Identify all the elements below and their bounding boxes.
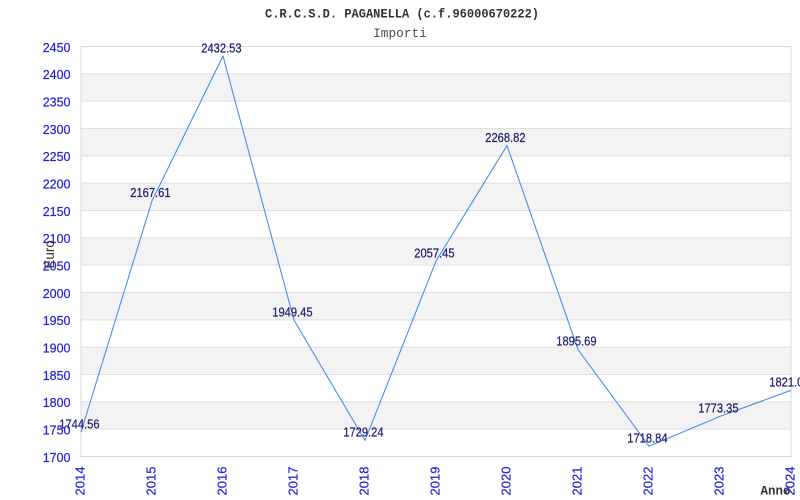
svg-text:2268.82: 2268.82 — [485, 130, 525, 145]
svg-text:2400: 2400 — [43, 68, 71, 82]
svg-text:1900: 1900 — [43, 341, 71, 355]
svg-text:2022: 2022 — [641, 467, 656, 496]
svg-text:1949.45: 1949.45 — [272, 304, 312, 319]
svg-text:2023: 2023 — [712, 467, 727, 496]
svg-text:2100: 2100 — [43, 232, 71, 246]
svg-text:1950: 1950 — [43, 314, 71, 328]
svg-text:2250: 2250 — [43, 150, 71, 164]
svg-text:1700: 1700 — [43, 451, 71, 465]
svg-text:2021: 2021 — [570, 467, 585, 496]
svg-text:1750: 1750 — [43, 423, 71, 437]
svg-text:Importi: Importi — [373, 26, 427, 41]
svg-text:1718.84: 1718.84 — [627, 430, 667, 445]
svg-text:2024: 2024 — [783, 467, 798, 496]
svg-text:Euro: Euro — [42, 240, 57, 269]
svg-text:1850: 1850 — [43, 369, 71, 383]
svg-text:1729.24: 1729.24 — [343, 425, 383, 440]
svg-text:2015: 2015 — [144, 467, 159, 496]
svg-text:2000: 2000 — [43, 287, 71, 301]
svg-text:2057.45: 2057.45 — [414, 245, 454, 260]
svg-text:2050: 2050 — [43, 259, 71, 273]
svg-text:2019: 2019 — [428, 467, 443, 496]
svg-text:2017: 2017 — [286, 467, 301, 496]
svg-text:2350: 2350 — [43, 95, 71, 109]
svg-text:2432.53: 2432.53 — [201, 40, 241, 55]
svg-text:C.R.C.S.D. PAGANELLA (c.f.9600: C.R.C.S.D. PAGANELLA (c.f.96000670222) — [265, 8, 539, 22]
svg-text:2020: 2020 — [499, 467, 514, 496]
svg-text:1821.07: 1821.07 — [769, 375, 800, 390]
svg-text:2200: 2200 — [43, 177, 71, 191]
svg-text:2450: 2450 — [43, 41, 71, 55]
svg-text:2016: 2016 — [215, 467, 230, 496]
svg-text:1773.35: 1773.35 — [698, 401, 738, 416]
svg-text:Anno: Anno — [760, 485, 790, 499]
svg-text:1744.56: 1744.56 — [59, 416, 99, 431]
svg-text:2300: 2300 — [43, 123, 71, 137]
svg-text:1800: 1800 — [43, 396, 71, 410]
svg-text:2150: 2150 — [43, 205, 71, 219]
svg-text:2014: 2014 — [73, 467, 88, 496]
svg-text:2018: 2018 — [357, 467, 372, 496]
svg-text:2167.61: 2167.61 — [130, 185, 170, 200]
svg-text:1895.69: 1895.69 — [556, 334, 596, 349]
